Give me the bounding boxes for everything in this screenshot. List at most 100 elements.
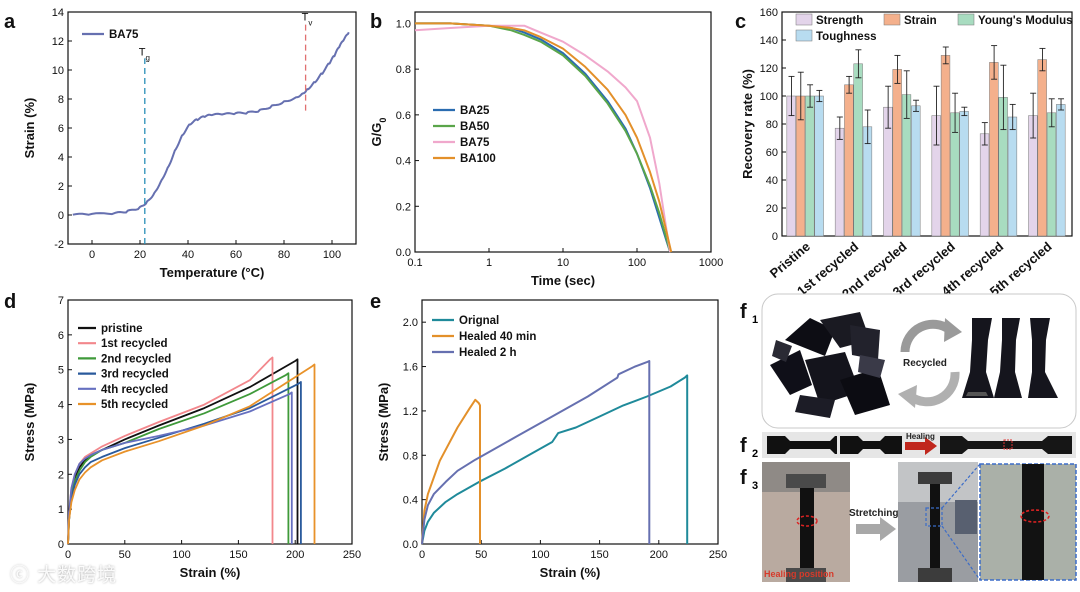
y-axis-label: Strain (%)	[22, 98, 37, 159]
tv-annotation: Tv	[302, 12, 313, 28]
y-axis-label: Stress (MPa)	[376, 383, 391, 462]
y-tick-label: 100	[760, 91, 778, 103]
f3-stretching-label: Stretching	[849, 508, 898, 519]
panel-label-e: e	[370, 291, 381, 313]
y-tick-label: 10	[52, 65, 64, 77]
series-line-3rd-recycled	[67, 380, 302, 545]
panel-label-d: d	[4, 291, 16, 313]
series-line-ba75	[414, 24, 672, 253]
x-tick-label: 100	[323, 249, 341, 261]
y-tick-label: 2.0	[403, 317, 418, 329]
series-line-orignal	[421, 374, 689, 545]
y-tick-label: 1.6	[403, 362, 418, 374]
bar-strain	[940, 55, 951, 237]
y-tick-label: 20	[766, 203, 778, 215]
x-tick-label: 150	[229, 549, 247, 561]
panel-label-f1: f	[740, 301, 747, 323]
y-tick-label: 4	[58, 152, 64, 164]
y-tick-label: 0.4	[396, 156, 411, 168]
y-tick-label: 6	[58, 330, 64, 342]
y-tick-label: 6	[58, 123, 64, 135]
f1-dogbone-specimens-image	[962, 318, 1058, 398]
f1-recycled-label: Recycled	[903, 358, 947, 369]
legend-swatch	[957, 13, 975, 26]
x-axis-label: Time (sec)	[531, 273, 595, 288]
x-tick-label: 50	[119, 549, 131, 561]
tg-annotation: Tg	[139, 47, 150, 63]
bar-strain	[892, 69, 902, 237]
f3-healing-position-label: Healing position	[764, 569, 834, 579]
panel-f-photos: f 1 Recycled f	[740, 293, 1077, 582]
y-tick-label: 3	[58, 434, 64, 446]
legend-label: Toughness	[816, 31, 876, 43]
chart-c: 0 20 40 60 80 100 120 140 160 Recovery rate (%) Pr…	[740, 7, 1073, 301]
x-tick-label: 100	[628, 257, 646, 269]
bar-young-s-modulus	[1046, 112, 1057, 237]
y-tick-label: 0.8	[396, 64, 411, 76]
series-line-5th-recycled	[67, 363, 316, 545]
legend-label: 5th recycled	[101, 399, 168, 411]
x-tick-label: 150	[590, 549, 608, 561]
bar-strength	[786, 95, 796, 237]
y-tick-label: 80	[766, 119, 778, 131]
bar-toughness	[911, 105, 921, 237]
legend-label: Orignal	[459, 315, 499, 327]
stretching-arrow-icon	[856, 517, 896, 541]
y-tick-label: 1	[58, 504, 64, 516]
x-tick-label: 250	[343, 549, 361, 561]
legend-label: BA25	[460, 105, 490, 117]
y-tick-label: 160	[760, 7, 778, 19]
bar-young-s-modulus	[805, 95, 815, 237]
x-tick-label: 10	[557, 257, 569, 269]
x-tick-label: 1	[486, 257, 492, 269]
legend-label: BA100	[460, 153, 496, 165]
legend-label: Young's Modulus	[978, 15, 1073, 27]
y-tick-label: 7	[58, 295, 64, 307]
plot-frame	[67, 11, 357, 245]
series-line-ba100	[415, 22, 673, 253]
plot-frame	[421, 299, 719, 545]
legend-label: Strength	[816, 15, 863, 27]
x-tick-label: 80	[278, 249, 290, 261]
x-tick-label: 100	[172, 549, 190, 561]
recycle-arrows-icon	[898, 318, 962, 408]
legend-label: Healed 40 min	[459, 331, 536, 343]
x-category-label: Pristine	[767, 239, 813, 281]
legend-label: BA75	[109, 29, 139, 41]
series-line-4th-recycled	[67, 391, 293, 545]
x-tick-label: 0.1	[407, 257, 422, 269]
zoom-line-bottom	[941, 525, 981, 581]
x-axis-label: Strain (%)	[540, 565, 601, 580]
bar-toughness	[959, 111, 969, 237]
bar-strain	[989, 62, 999, 237]
panel-label-f2: f	[740, 435, 747, 457]
x-tick-label: 100	[531, 549, 549, 561]
y-tick-label: 140	[760, 35, 778, 47]
panel-label-c: c	[735, 11, 746, 33]
legend-label: BA75	[460, 137, 490, 149]
series-line-ba75	[72, 31, 350, 216]
legend-label: 3rd recycled	[101, 369, 169, 381]
f3-after-stretch-photo	[898, 462, 978, 582]
bar-toughness	[1056, 104, 1066, 237]
series-line-ba25	[415, 22, 672, 253]
y-tick-label: 5	[58, 365, 64, 377]
legend-label: 2nd recycled	[101, 353, 171, 365]
y-tick-label: 8	[58, 94, 64, 106]
y-tick-label: 0	[772, 231, 778, 243]
bar-toughness	[1007, 116, 1018, 237]
y-tick-label: 0	[58, 210, 64, 222]
x-tick-label: 200	[650, 549, 668, 561]
x-tick-label: 200	[286, 549, 304, 561]
panel-label-f3: f	[740, 467, 747, 489]
legend-label: BA50	[460, 121, 489, 133]
y-tick-label: 1.0	[396, 18, 411, 30]
y-tick-label: 60	[766, 147, 778, 159]
f3-before-stretch-photo	[762, 462, 850, 582]
y-tick-label: 12	[52, 36, 64, 48]
y-tick-label: 0.0	[403, 539, 418, 551]
y-axis-label: Recovery rate (%)	[740, 69, 755, 179]
x-tick-label: 1000	[699, 257, 723, 269]
y-tick-label: 120	[760, 63, 778, 75]
